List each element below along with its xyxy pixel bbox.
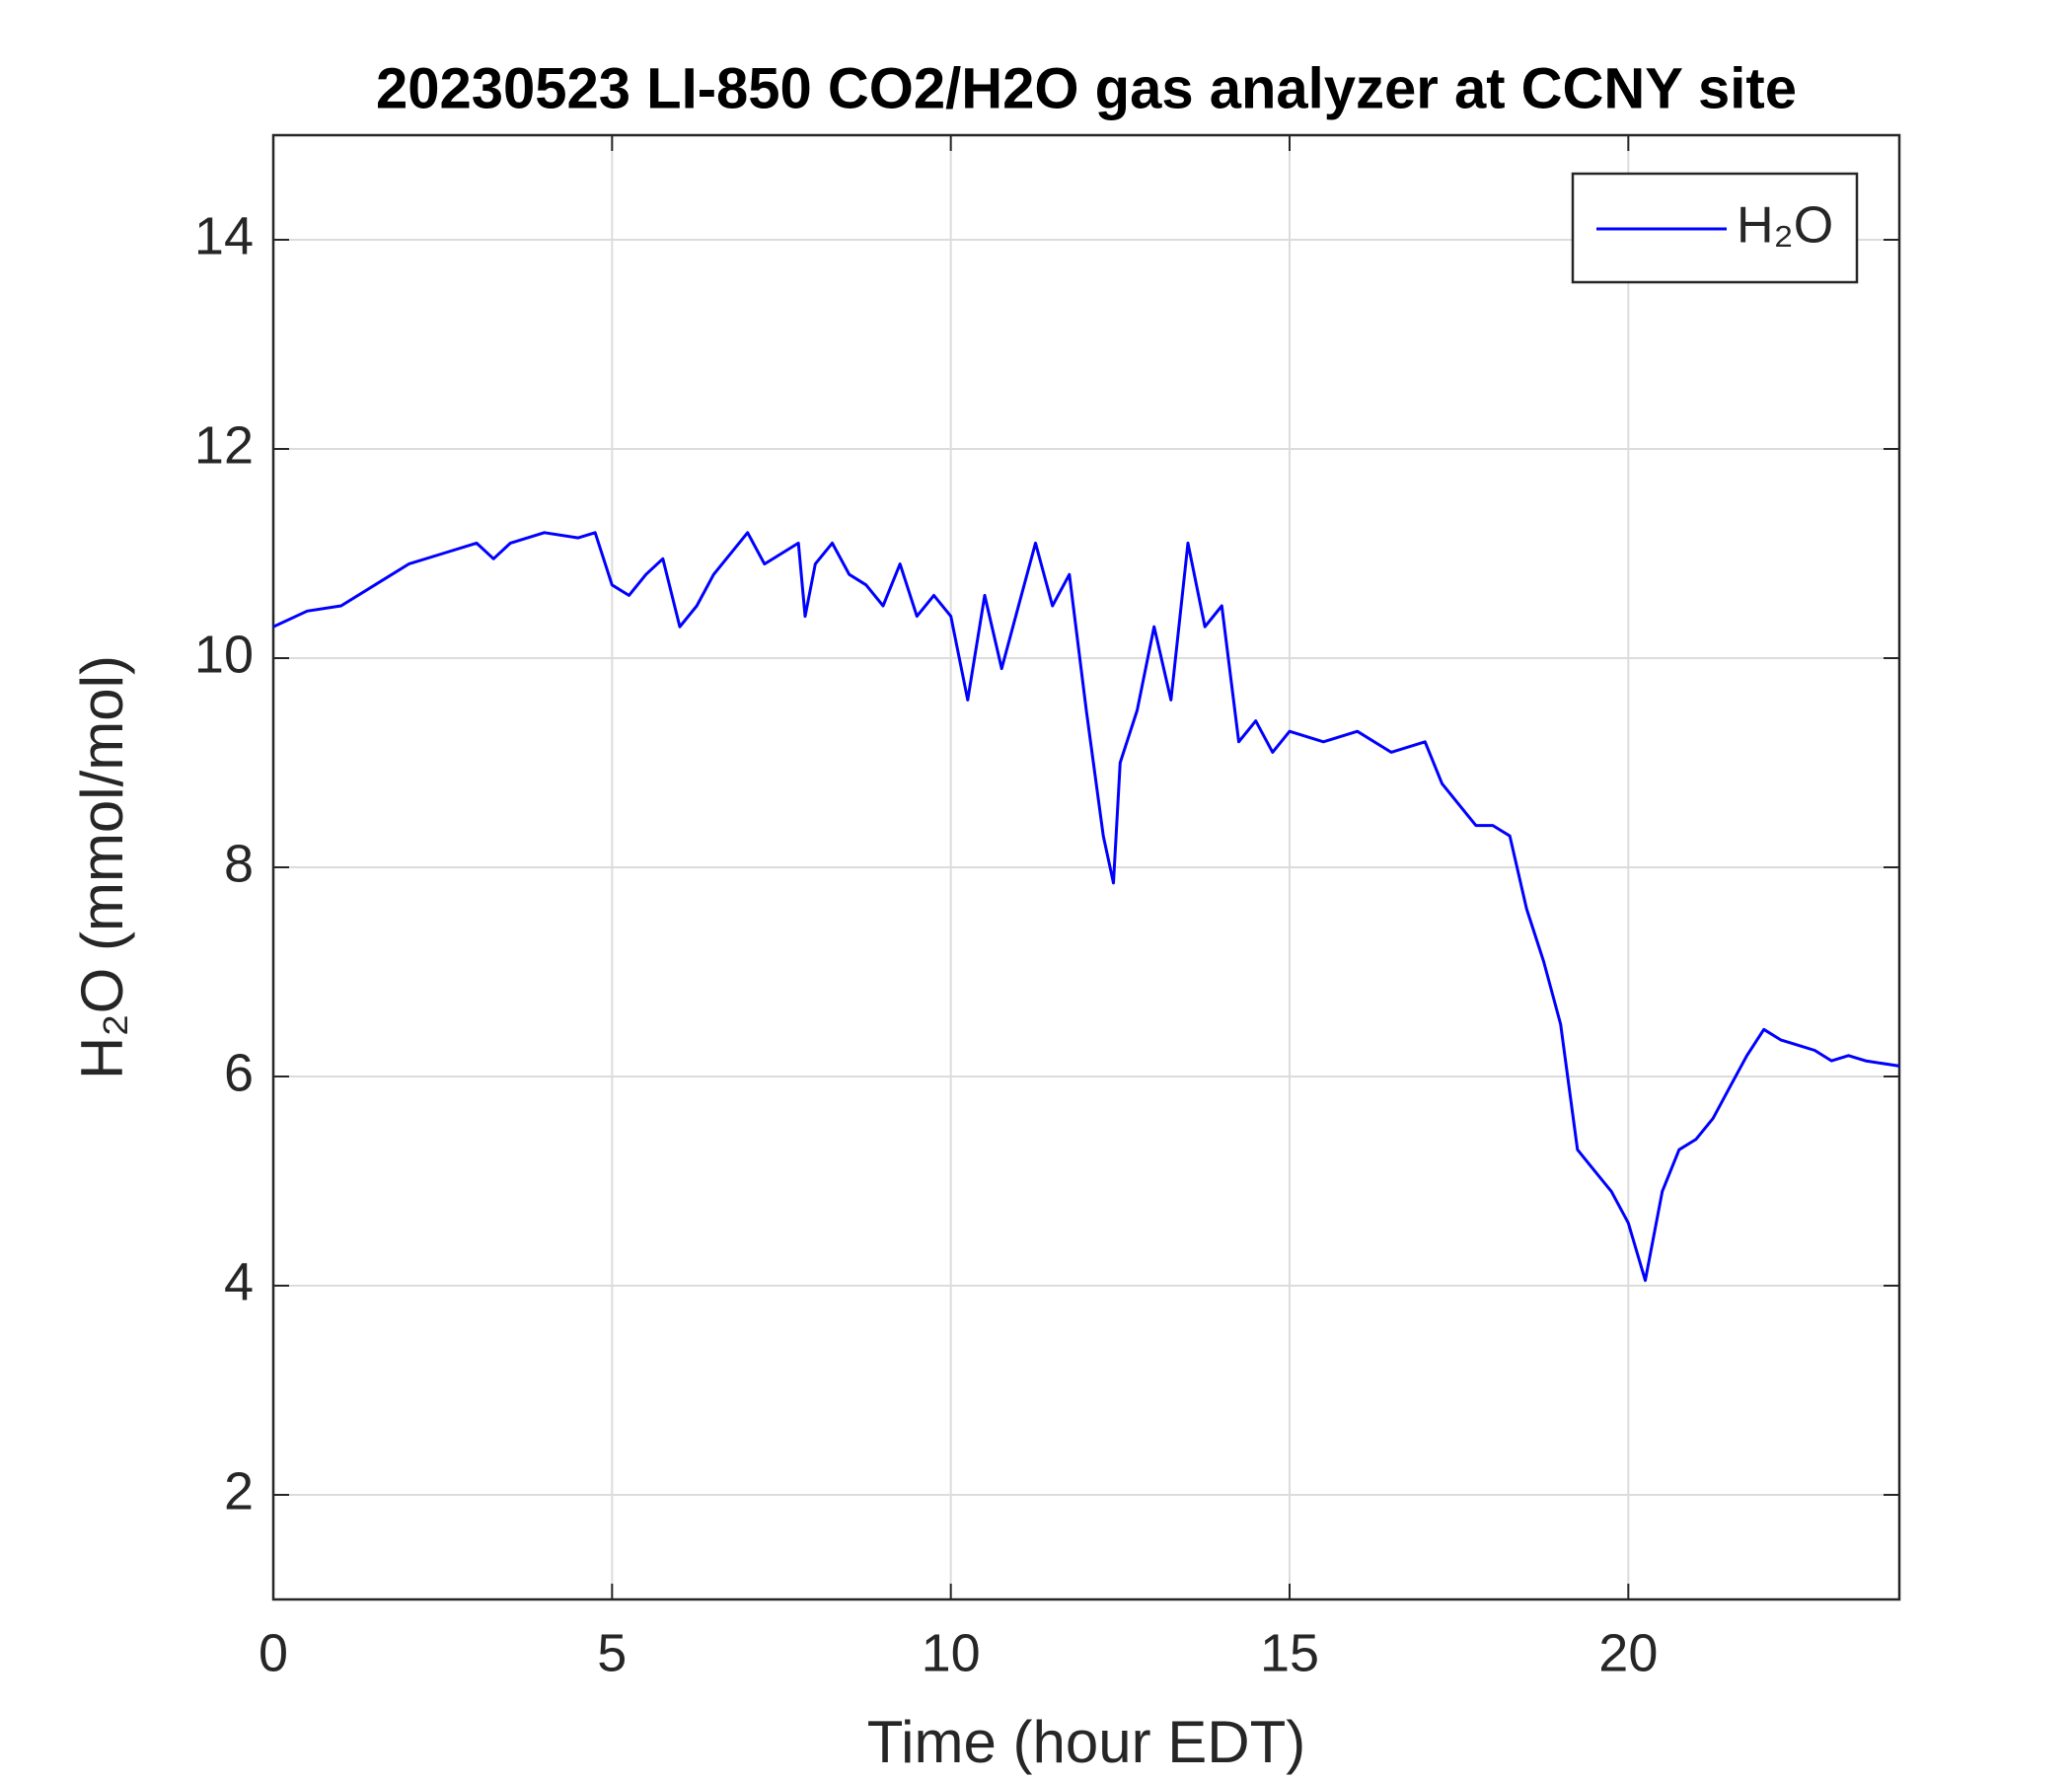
y-tick-label: 8	[224, 834, 254, 893]
y-axis-label: H₂O (mmol/mol)	[69, 655, 135, 1079]
plot-frame	[271, 133, 1901, 1601]
y-tick-label: 14	[194, 206, 254, 265]
chart-title: 20230523 LI-850 CO2/H2O gas analyzer at …	[376, 56, 1797, 120]
x-tick-label: 0	[259, 1623, 288, 1682]
x-tick-label: 15	[1260, 1623, 1319, 1682]
x-tick-label: 5	[597, 1623, 627, 1682]
y-tick-label: 12	[194, 415, 254, 475]
data-line	[272, 531, 1900, 1283]
y-tick-label: 2	[224, 1461, 254, 1521]
legend-label: H₂O	[1737, 197, 1833, 255]
x-tick-label: 20	[1598, 1623, 1658, 1682]
y-tick-label: 4	[224, 1252, 254, 1311]
x-tick-label: 10	[922, 1623, 981, 1682]
x-axis-label: Time (hour EDT)	[867, 1709, 1306, 1775]
y-tick-label: 10	[194, 625, 254, 684]
y-tick-label: 6	[224, 1043, 254, 1102]
